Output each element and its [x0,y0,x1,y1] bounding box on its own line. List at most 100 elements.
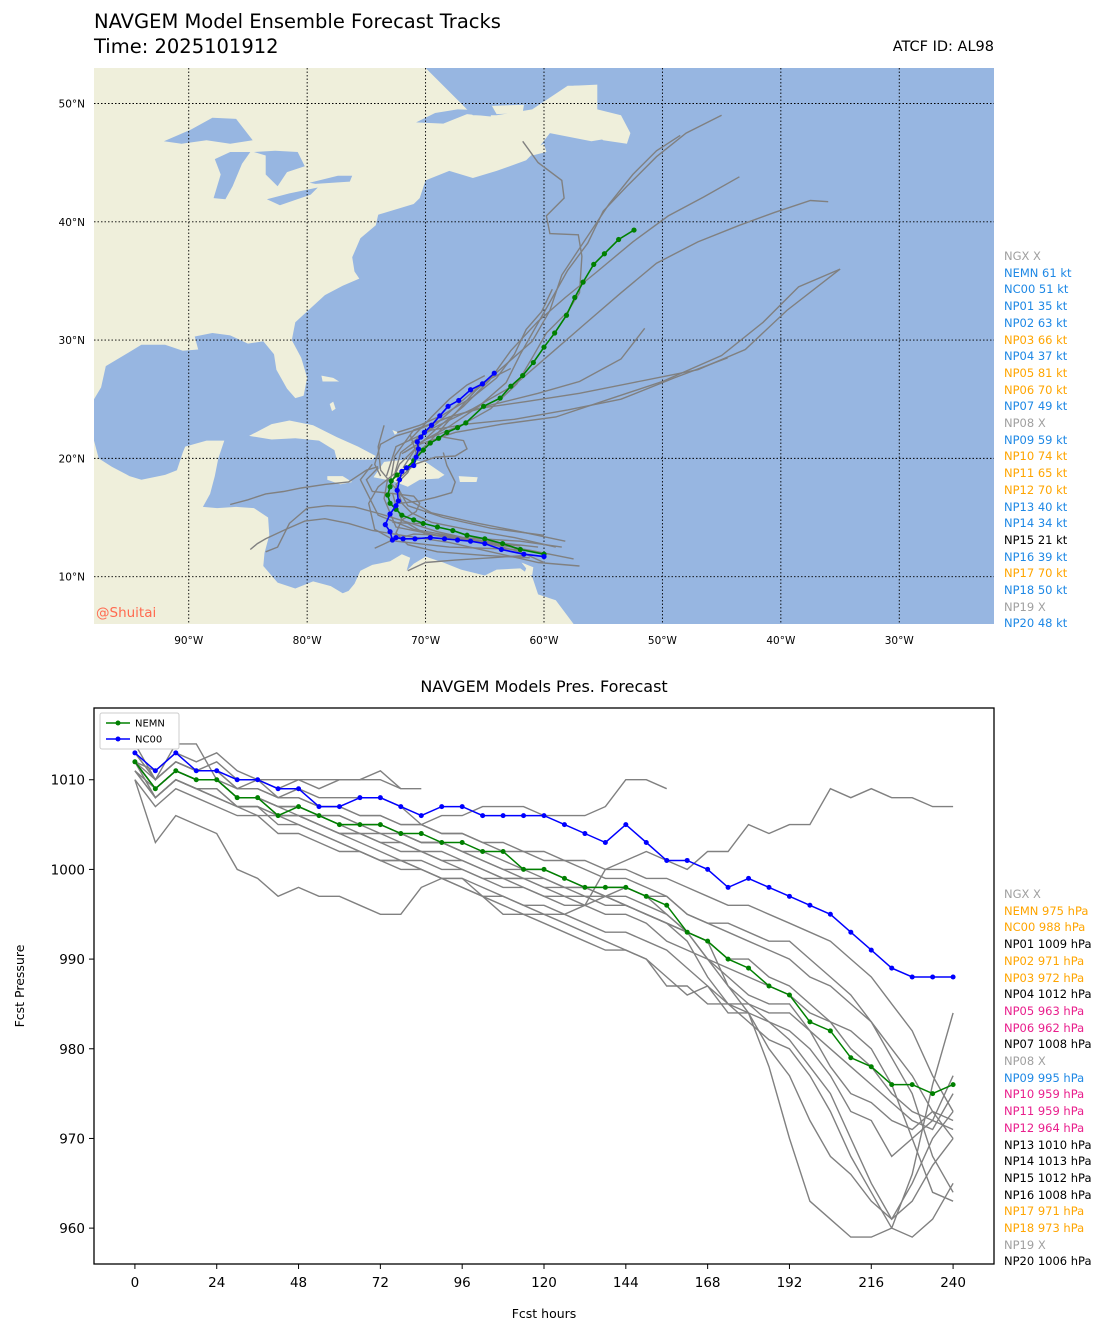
pressure-legend-item: NP09 995 hPa [1004,1070,1085,1085]
nemn-pressure-point [950,1082,956,1088]
member-track [385,357,728,477]
pressure-legend-item: NP05 963 hPa [1004,1003,1085,1018]
nemn-pressure-point [889,1082,895,1088]
legend-marker-nc00 [115,736,121,742]
track-legend-item: NP17 70 kt [1004,566,1068,581]
track-legend-item: NP01 35 kt [1004,299,1068,314]
x-tick-label: 144 [613,1275,639,1291]
nemn-track-point [591,261,597,267]
nemn-pressure-point [418,831,424,837]
nemn-pressure-point [868,1064,874,1070]
nemn-track-point [541,344,547,350]
legend-marker-nemn [115,720,121,726]
nc00-pressure-point [746,875,752,881]
nc00-track-point [482,540,488,547]
nemn-pressure-point [439,840,445,846]
nc00-pressure-point [214,768,220,774]
x-tick-label: 216 [858,1275,884,1291]
lon-tick-label: 60°W [530,635,560,647]
member-pressure-line [134,770,954,1158]
pressure-legend-item: NP12 964 hPa [1004,1120,1085,1135]
nemn-track-point [463,420,469,426]
nc00-pressure-point [643,840,649,846]
member-track [265,504,574,560]
nc00-track-point [445,403,451,409]
pressure-legend-item: NP06 962 hPa [1004,1020,1085,1035]
land-area [329,401,336,412]
nc00-pressure-point [398,804,404,810]
pressure-legend-item: NP02 971 hPa [1004,953,1085,968]
nemn-track-point [497,395,503,401]
nemn-track-point [572,294,578,301]
nc00-track-point [396,477,403,483]
nemn-pressure-point [746,965,752,971]
y-tick-label: 970 [59,1131,85,1147]
y-tick-label: 1000 [51,862,85,878]
pressure-chart-title: NAVGEM Models Pres. Forecast [420,677,668,696]
nc00-pressure-point [889,965,895,971]
pressure-legend-item: NP07 1008 hPa [1004,1037,1092,1052]
member-track [402,176,740,469]
nc00-track-point [428,422,435,428]
member-pressure-line [134,770,954,1202]
nc00-pressure-point [234,777,240,783]
nemn-pressure-point [643,893,649,899]
track-legend-item: NGX X [1004,249,1041,263]
nemn-pressure-point [602,884,608,890]
nemn-track-point [530,359,536,366]
nemn-pressure-point [827,1028,833,1034]
y-tick-label: 960 [59,1221,85,1237]
x-tick-label: 240 [940,1275,966,1291]
inland-water [163,117,253,144]
legend-label-nc00: NC00 [135,735,162,746]
nc00-pressure-point [705,866,711,872]
nc00-track-point [411,462,417,469]
nc00-track-point [427,535,433,541]
lon-tick-label: 30°W [885,635,915,647]
nc00-pressure-point [357,795,363,801]
land-area [491,104,524,115]
lon-tick-label: 80°W [293,635,323,647]
track-legend-item: NP06 70 kt [1004,382,1068,397]
inland-water [213,152,251,200]
nc00-pressure-point [561,822,567,828]
lat-tick-label: 50°N [59,98,85,110]
nc00-pressure-point [786,893,792,899]
plot-area [94,708,994,1264]
nc00-track-point [382,522,388,528]
member-track [396,288,553,434]
lat-tick-label: 20°N [59,453,85,465]
x-tick-label: 192 [777,1275,803,1291]
land-area [392,430,399,435]
nc00-pressure-point [602,840,608,846]
track-legend-item: NP20 48 kt [1004,616,1068,631]
nc00-track-point [491,370,497,376]
nemn-pressure-point [132,759,138,765]
x-tick-label: 24 [208,1275,225,1291]
nc00-pressure-point [623,822,629,828]
nc00-track-point [394,487,400,493]
member-track [389,327,646,484]
nemn-track-point [387,484,393,490]
land-area [321,375,340,382]
nemn-track-point [517,546,523,553]
nemn-pressure-point [377,822,383,828]
track-legend-item: NP11 65 kt [1004,466,1068,481]
track-legend-item: NP16 39 kt [1004,549,1068,564]
nc00-pressure-point [868,947,874,953]
member-pressure-line [134,779,954,1238]
lon-tick-label: 70°W [411,635,441,647]
nemn-pressure-point [561,875,567,881]
track-legend-item: NEMN 61 kt [1004,265,1072,280]
x-tick-label: 0 [131,1275,140,1291]
member-track [367,472,521,551]
land-area [94,68,627,400]
pressure-legend-item: NP01 1009 hPa [1004,937,1092,952]
lon-tick-label: 40°W [766,635,796,647]
nc00-track-point [467,538,474,544]
nemn-track-point [520,372,526,379]
track-legend-item: NP13 40 kt [1004,499,1068,514]
nemn-track-point [388,478,394,484]
track-legend-item: NP19 X [1004,599,1046,614]
nc00-track-point [400,536,406,542]
